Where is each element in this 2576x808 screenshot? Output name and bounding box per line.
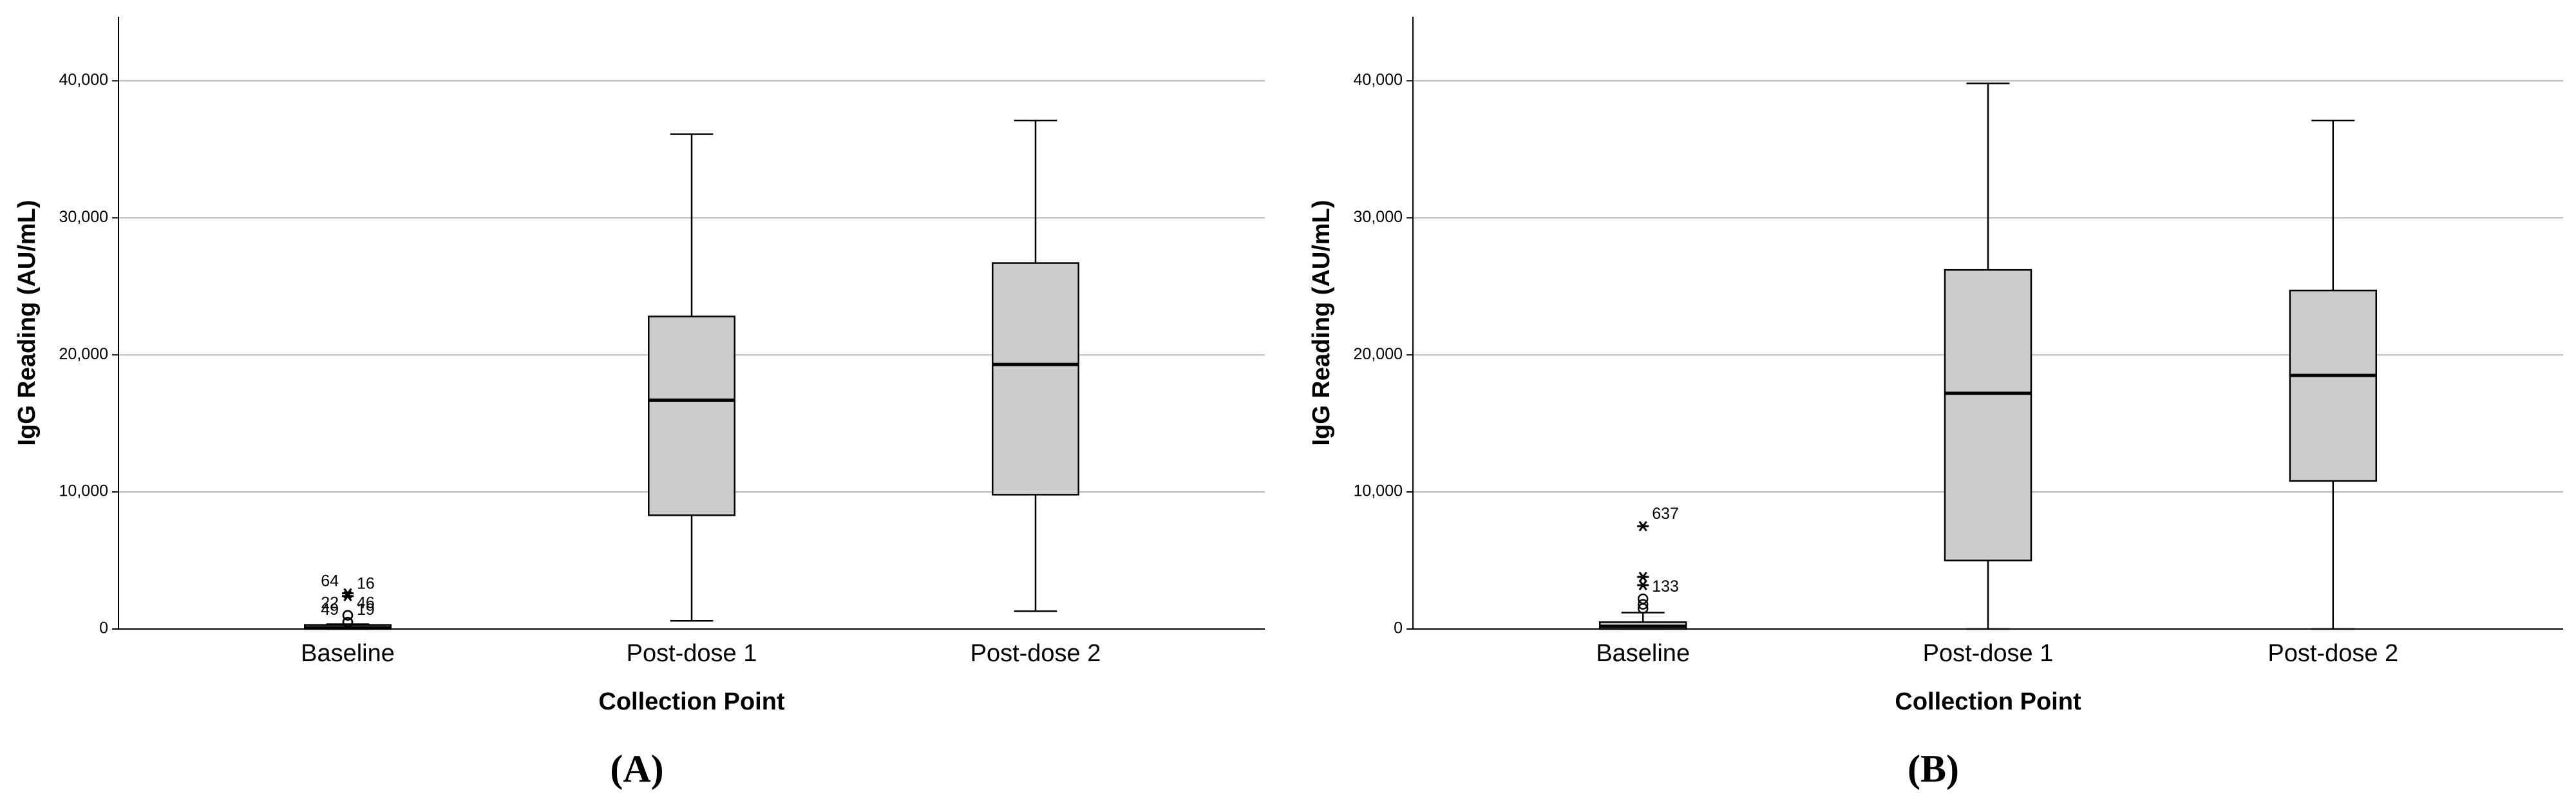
panel-label: (A) [610, 747, 663, 790]
box [2289, 289, 2378, 482]
outlier-circle [342, 617, 354, 628]
outlier-label: 16 [357, 575, 375, 593]
outlier-label: 19 [357, 601, 375, 619]
outlier-label: 49 [321, 601, 339, 619]
y-tick-label: 30,000 [1354, 208, 1403, 226]
box [648, 315, 735, 516]
chart-panel: 0 10,000 20,000 30,000 40,000 IgG Reading (AU… [1308, 17, 2563, 790]
y-tick-label: 30,000 [59, 208, 108, 226]
y-tick-label: 40,000 [1354, 71, 1403, 89]
y-tick-label: 0 [99, 619, 108, 637]
x-axis-title: Collection Point [598, 688, 785, 715]
outlier-label: 64 [321, 572, 339, 590]
x-tick-label: Baseline [301, 640, 395, 667]
outlier-star [1637, 521, 1649, 532]
y-axis-title: IgG Reading (AU/mL) [14, 200, 41, 446]
x-tick-label: Post-dose 2 [2268, 640, 2398, 667]
outlier-label: 133 [1652, 578, 1679, 596]
y-tick-label: 20,000 [59, 345, 108, 363]
outlier-label: 22 [321, 594, 339, 612]
box [1944, 268, 2032, 561]
outlier-star [342, 590, 354, 602]
y-tick-label: 0 [1394, 619, 1403, 637]
outlier-circle [342, 610, 354, 621]
y-tick-label: 40,000 [59, 71, 108, 89]
x-axis-title: Collection Point [1895, 688, 2081, 715]
outlier-star [1637, 572, 1649, 583]
x-tick-label: Post-dose 2 [971, 640, 1101, 667]
y-axis-title: IgG Reading (AU/mL) [1308, 200, 1335, 446]
outlier-star [1637, 579, 1649, 590]
outlier-circle [1637, 603, 1649, 614]
outlier-circle [1637, 599, 1649, 610]
y-tick-label: 20,000 [1354, 345, 1403, 363]
y-tick-label: 10,000 [1354, 482, 1403, 500]
x-tick-label: Post-dose 1 [627, 640, 757, 667]
chart-panel: 0 10,000 20,000 30,000 40,000 IgG Reading (AU… [14, 17, 1265, 790]
panel-label: (B) [1908, 747, 1959, 790]
y-tick-label: 10,000 [59, 482, 108, 500]
x-tick-label: Baseline [1596, 640, 1690, 667]
box [992, 262, 1079, 496]
outlier-label: 637 [1652, 505, 1679, 523]
outlier-label: 46 [357, 594, 375, 612]
x-tick-label: Post-dose 1 [1923, 640, 2054, 667]
